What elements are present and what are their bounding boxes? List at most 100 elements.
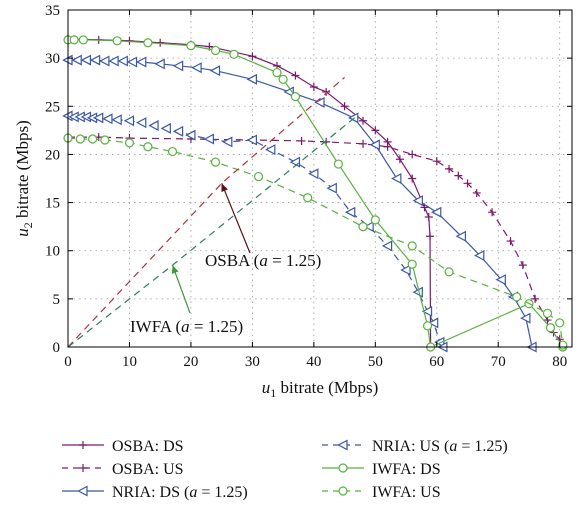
series-5 bbox=[63, 133, 568, 350]
x-tick-label: 0 bbox=[64, 354, 72, 370]
legend-label: IWFA: US bbox=[372, 484, 441, 501]
series-4 bbox=[63, 35, 568, 352]
data-point bbox=[391, 173, 402, 184]
legend-label: OSBA: US bbox=[112, 461, 184, 478]
data-point bbox=[426, 232, 435, 241]
legend-label: OSBA: DS bbox=[112, 438, 184, 455]
data-point bbox=[407, 259, 417, 269]
data-point bbox=[381, 240, 393, 252]
iwfa-annotation-arrow bbox=[171, 264, 191, 314]
data-point bbox=[371, 126, 380, 135]
data-point bbox=[408, 174, 417, 183]
data-point bbox=[283, 86, 294, 98]
data-point bbox=[333, 159, 344, 169]
x-tick-label: 70 bbox=[491, 354, 506, 370]
tick-layer: 0 10 20 30 40 50 60 70 80 0 5 10 15 20 25 30 35 bbox=[45, 3, 572, 370]
data-point bbox=[172, 125, 184, 137]
x-tick-label: 60 bbox=[429, 354, 444, 370]
data-point bbox=[322, 87, 331, 96]
data-point bbox=[185, 129, 196, 141]
series-layer bbox=[62, 34, 568, 353]
data-point bbox=[123, 115, 135, 127]
data-point bbox=[512, 292, 522, 302]
data-point bbox=[78, 35, 88, 45]
data-point bbox=[369, 139, 380, 151]
grid bbox=[68, 10, 572, 347]
data-point bbox=[69, 35, 79, 45]
data-point bbox=[154, 58, 165, 70]
data-point bbox=[246, 134, 257, 146]
legend-sample-marker bbox=[79, 464, 87, 472]
data-point bbox=[265, 144, 276, 156]
data-point bbox=[172, 60, 184, 72]
data-point bbox=[100, 135, 110, 145]
data-point bbox=[203, 133, 214, 145]
legend: OSBA: DS OSBA: US NRIA: DS (a = 1.25) NR… bbox=[62, 438, 508, 501]
legend-entry-osba-us: OSBA: US bbox=[62, 461, 184, 478]
y-tick-label: 10 bbox=[45, 244, 60, 260]
legend-label: IWFA: DS bbox=[372, 461, 441, 478]
x-tick-label: 80 bbox=[552, 354, 567, 370]
data-point bbox=[143, 142, 153, 152]
data-point bbox=[246, 73, 257, 85]
data-point bbox=[408, 150, 417, 159]
data-point bbox=[117, 55, 128, 67]
data-point bbox=[308, 168, 319, 180]
data-point bbox=[314, 96, 325, 108]
data-point bbox=[555, 318, 565, 328]
data-point bbox=[297, 136, 306, 145]
series-0 bbox=[64, 34, 435, 351]
data-point bbox=[135, 117, 147, 129]
series-line bbox=[68, 136, 564, 348]
data-point bbox=[210, 45, 221, 56]
data-point bbox=[520, 312, 531, 324]
series-2 bbox=[62, 54, 537, 353]
data-point bbox=[272, 67, 282, 78]
legend-sample bbox=[322, 439, 364, 451]
legend-sample-marker bbox=[79, 441, 87, 449]
data-point bbox=[545, 323, 556, 333]
legend-sample-marker bbox=[337, 439, 348, 451]
data-point bbox=[444, 267, 454, 277]
data-point bbox=[358, 222, 368, 232]
data-point bbox=[407, 241, 417, 251]
legend-sample-marker bbox=[77, 485, 88, 497]
series-3 bbox=[62, 110, 448, 353]
data-point bbox=[124, 138, 135, 148]
data-point bbox=[495, 274, 506, 286]
data-point bbox=[290, 92, 301, 102]
data-point bbox=[412, 195, 423, 207]
data-point bbox=[210, 157, 221, 167]
x-axis-label: u1 bitrate (Mbps) bbox=[262, 378, 378, 400]
data-point bbox=[167, 146, 178, 157]
y-tick-label: 20 bbox=[45, 147, 60, 163]
series-line bbox=[67, 115, 444, 348]
data-point bbox=[383, 142, 392, 151]
data-point bbox=[326, 182, 337, 194]
osba-annotation-label: OSBA (a = 1.25) bbox=[205, 251, 321, 270]
data-point bbox=[427, 317, 439, 329]
data-point bbox=[253, 171, 264, 182]
data-point bbox=[209, 65, 221, 77]
y-tick-label: 5 bbox=[53, 292, 61, 308]
annotation-layer: OSBA (a = 1.25) IWFA (a = 1.25) bbox=[130, 183, 321, 336]
legend-sample bbox=[322, 486, 364, 496]
data-point bbox=[359, 116, 368, 125]
data-point bbox=[506, 237, 515, 246]
legend-sample-marker bbox=[338, 486, 348, 496]
series-6 bbox=[67, 76, 345, 348]
x-tick-label: 40 bbox=[306, 354, 321, 370]
y-tick-label: 15 bbox=[45, 196, 60, 212]
data-point bbox=[445, 164, 454, 173]
y-tick-label: 30 bbox=[45, 51, 60, 67]
data-point bbox=[474, 250, 485, 262]
data-point bbox=[395, 155, 404, 164]
data-point bbox=[229, 49, 239, 59]
data-point bbox=[344, 206, 356, 218]
iwfa-annotation-label: IWFA (a = 1.25) bbox=[130, 317, 243, 336]
x-tick-label: 10 bbox=[122, 354, 137, 370]
data-point bbox=[135, 56, 147, 68]
data-point bbox=[92, 112, 104, 124]
data-point bbox=[143, 38, 153, 48]
